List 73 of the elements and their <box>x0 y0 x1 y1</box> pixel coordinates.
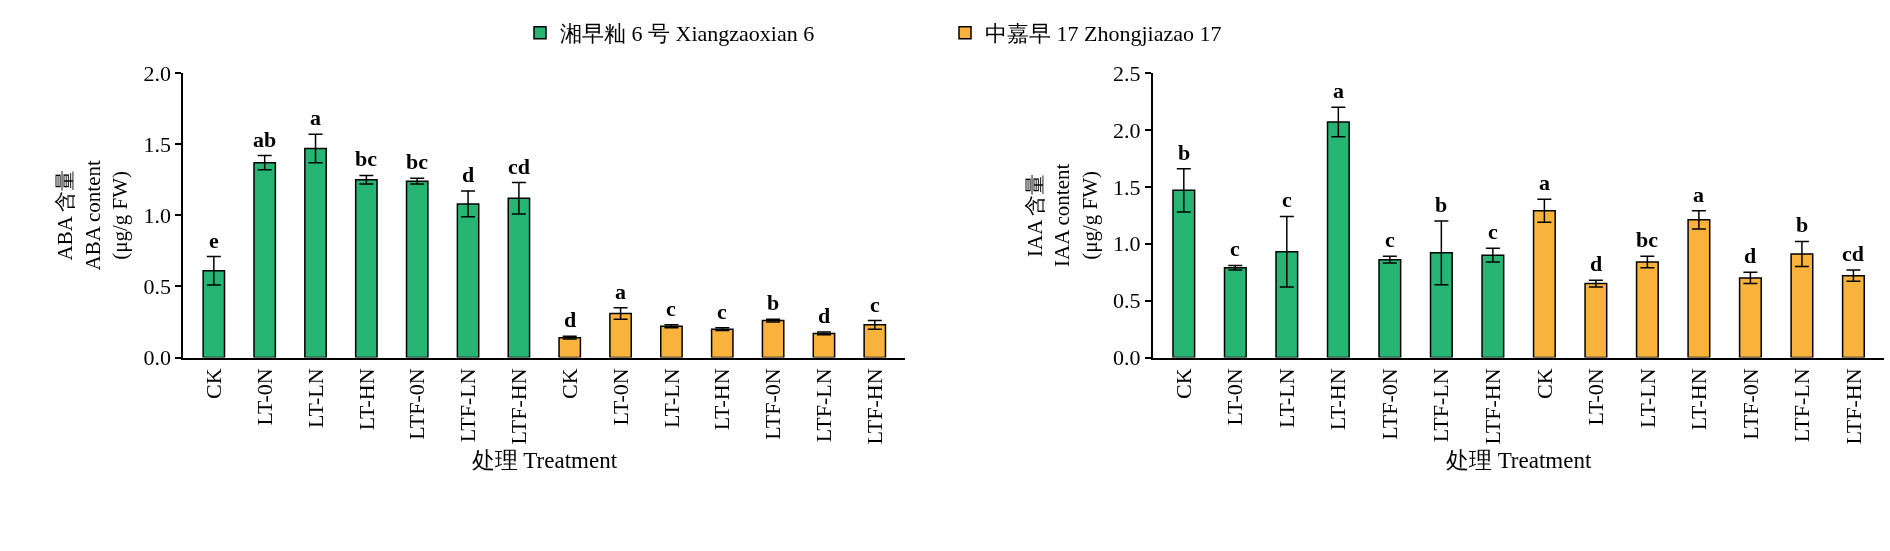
data-label: a <box>1539 170 1550 195</box>
x-tick-label: LTF-0N <box>1737 368 1763 440</box>
x-tick-label: LT-HN <box>1325 368 1351 431</box>
data-label: d <box>818 303 831 328</box>
y-axis-title: IAA 含量 IAA content (μg/g FW) <box>1023 163 1102 267</box>
x-tick-label: CK <box>1170 368 1196 399</box>
data-label: b <box>1435 192 1448 217</box>
y-tick-label: 0.0 <box>1113 345 1141 371</box>
x-axis-title: 处理 Treatment <box>471 447 618 473</box>
data-label: bc <box>1636 227 1659 252</box>
x-tick-label: LTF-HN <box>861 368 887 445</box>
y-tick-label: 0.5 <box>143 274 171 300</box>
legend-label: 中嘉早 17 Zhongjiazao 17 <box>985 21 1222 47</box>
x-tick-label: LTF-HN <box>506 368 532 445</box>
x-tick-label: LTF-LN <box>1428 368 1454 443</box>
y-tick-label: 1.5 <box>1113 174 1141 200</box>
x-tick-label: LTF-0N <box>404 368 430 440</box>
x-tick-label: LTF-LN <box>1789 368 1815 443</box>
y-tick-label: 2.0 <box>143 60 171 86</box>
data-label: a <box>1693 182 1704 207</box>
data-label: b <box>1178 140 1191 165</box>
x-tick-label: LT-LN <box>1273 368 1299 428</box>
data-label: c <box>1282 187 1292 212</box>
y-tick-label: 1.0 <box>143 203 171 228</box>
data-label: c <box>870 292 880 317</box>
x-tick-label: CK <box>1531 368 1557 399</box>
x-tick-label: LT-0N <box>1583 368 1609 426</box>
x-tick-label: LTF-HN <box>1840 368 1866 445</box>
x-tick-label: LT-0N <box>607 368 633 426</box>
data-label: e <box>209 228 219 253</box>
data-label: c <box>666 296 676 321</box>
x-tick-label: LTF-HN <box>1480 368 1506 445</box>
legend-label: 湘早籼 6 号 Xiangzaoxian 6 <box>560 21 815 47</box>
data-label: c <box>1385 227 1395 252</box>
data-label: b <box>1796 212 1809 237</box>
x-tick-label: CK <box>200 368 226 399</box>
y-tick-label: 1.0 <box>1113 231 1141 257</box>
x-tick-label: LTF-0N <box>760 368 786 440</box>
x-tick-label: CK <box>556 368 582 399</box>
data-label: ab <box>253 127 277 152</box>
data-label: b <box>767 290 780 315</box>
data-label: d <box>564 307 577 332</box>
data-label: d <box>462 162 475 187</box>
y-tick-label: 0.5 <box>1113 288 1141 314</box>
data-label: c <box>717 299 727 324</box>
x-tick-label: LT-HN <box>1686 368 1712 431</box>
y-tick-label: 2.5 <box>1113 60 1141 86</box>
data-label: bc <box>406 149 429 174</box>
data-label: a <box>1333 78 1344 103</box>
y-tick-label: 0.0 <box>143 345 171 371</box>
data-label: bc <box>355 146 378 171</box>
y-axis-title: ABA 含量 ABA content (μg/g FW) <box>53 160 133 271</box>
x-tick-label: LTF-0N <box>1376 368 1402 440</box>
y-tick-label: 1.5 <box>143 131 171 157</box>
x-tick-label: LTF-LN <box>455 368 481 443</box>
x-tick-label: LTF-LN <box>811 368 837 443</box>
x-tick-label: LT-LN <box>1634 368 1660 428</box>
data-label: d <box>1744 243 1757 268</box>
x-tick-label: LT-LN <box>658 368 684 428</box>
data-label: a <box>310 105 321 130</box>
x-tick-label: LT-LN <box>302 368 328 428</box>
data-label: cd <box>508 154 530 179</box>
data-label: a <box>615 279 626 304</box>
x-tick-label: LT-HN <box>709 368 735 431</box>
x-axis-title: 处理 Treatment <box>1445 447 1592 473</box>
x-tick-label: LT-0N <box>1222 368 1248 426</box>
data-label: c <box>1230 236 1240 261</box>
data-label: d <box>1590 251 1603 276</box>
x-tick-label: LT-HN <box>353 368 379 431</box>
data-label: cd <box>1842 241 1864 266</box>
x-tick-label: LT-0N <box>251 368 277 426</box>
data-label: c <box>1488 219 1498 244</box>
y-tick-label: 2.0 <box>1113 117 1141 143</box>
